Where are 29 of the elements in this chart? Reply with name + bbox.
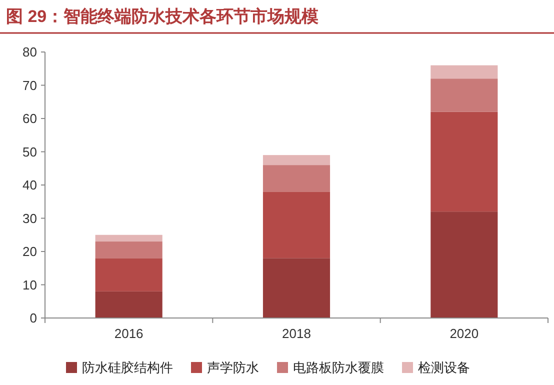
y-tick-label: 80 <box>22 44 37 60</box>
bar <box>262 258 330 318</box>
y-tick-label: 50 <box>22 144 37 160</box>
bar <box>95 242 162 258</box>
y-tick-label: 60 <box>22 111 37 126</box>
legend-label: 防水硅胶结构件 <box>82 360 173 375</box>
x-tick-label: 2018 <box>282 326 311 341</box>
y-tick-label: 0 <box>30 310 37 326</box>
y-tick-label: 70 <box>22 78 37 93</box>
x-tick-label: 2020 <box>450 326 479 341</box>
chart-title: 图 29：智能终端防水技术各环节市场规模 <box>6 7 319 26</box>
y-tick-label: 10 <box>22 277 37 292</box>
y-tick-label: 20 <box>22 244 37 259</box>
bar <box>430 65 498 79</box>
legend-label: 检测设备 <box>418 360 470 375</box>
bar <box>430 112 498 212</box>
bar <box>430 212 498 318</box>
bar <box>262 155 330 166</box>
bar <box>262 192 330 258</box>
bar <box>95 291 162 318</box>
y-tick-label: 30 <box>22 210 37 226</box>
x-tick-label: 2016 <box>114 326 144 341</box>
bar <box>95 258 162 292</box>
bar <box>262 165 330 192</box>
y-tick-label: 40 <box>22 178 37 192</box>
bar <box>95 234 162 242</box>
legend-label: 电路板防水覆膜 <box>293 360 384 375</box>
legend-label: 声学防水 <box>207 360 259 375</box>
bar <box>430 78 498 112</box>
